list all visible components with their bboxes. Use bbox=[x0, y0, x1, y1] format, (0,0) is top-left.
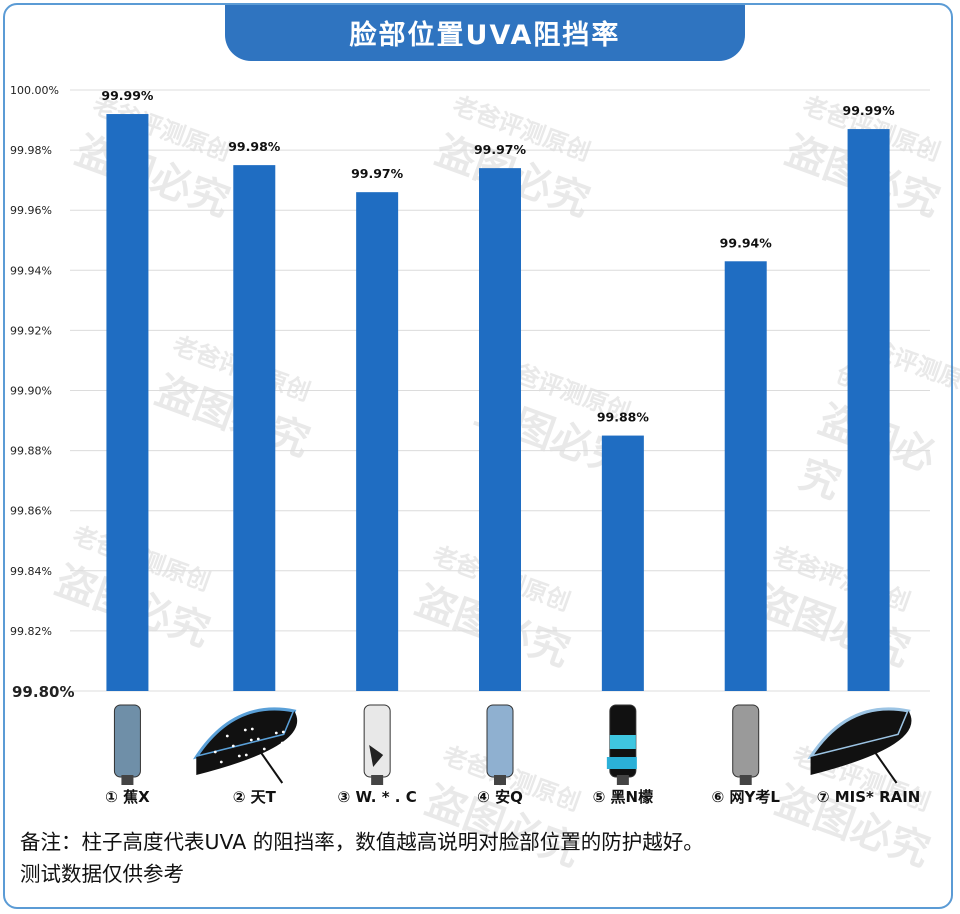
y-tick-label: 99.96% bbox=[10, 204, 52, 217]
grey-folded-umbrella-icon bbox=[732, 704, 760, 785]
bar bbox=[479, 168, 521, 691]
open-black-umbrella-icon bbox=[192, 707, 298, 784]
y-tick-label: 99.84% bbox=[10, 565, 52, 578]
category-label: ④ 安Q bbox=[477, 788, 523, 806]
y-tick-label: 99.82% bbox=[10, 625, 52, 638]
bar bbox=[847, 129, 890, 691]
category-label: ⑥ 网Y考L bbox=[712, 788, 781, 806]
data-label: 99.97% bbox=[474, 142, 527, 157]
category-label: ⑦ MIS* RAIN bbox=[817, 788, 921, 806]
patterned-folded-umbrella-icon bbox=[363, 704, 391, 785]
blue-folded-umbrella-icon bbox=[486, 704, 514, 785]
bar bbox=[356, 192, 399, 692]
note-line-1: 备注：柱子高度代表UVA 的阻挡率，数值越高说明对脸部位置的防护越好。 bbox=[20, 830, 704, 854]
data-label: 99.99% bbox=[843, 103, 896, 118]
y-tick-label: 99.92% bbox=[10, 324, 52, 337]
y-tick-label: 99.86% bbox=[10, 505, 52, 518]
y-tick-label: 99.88% bbox=[10, 445, 52, 458]
y-tick-label: 99.90% bbox=[10, 385, 52, 398]
bar bbox=[106, 114, 149, 692]
bar bbox=[724, 261, 767, 691]
data-label: 99.88% bbox=[597, 410, 650, 425]
category-label: ① 蕉X bbox=[105, 788, 150, 806]
category-label: ③ W. * . C bbox=[338, 788, 417, 806]
chart-frame: 脸部位置UVA阻挡率 bbox=[3, 3, 953, 909]
compact-umbrella-folded-icon bbox=[113, 704, 141, 785]
chart-title: 脸部位置UVA阻挡率 bbox=[225, 5, 745, 61]
y-tick-label: 99.80% bbox=[12, 683, 74, 701]
category-label: ⑤ 黑N檬 bbox=[593, 788, 653, 806]
note-line-2: 测试数据仅供参考 bbox=[20, 862, 184, 886]
data-label: 99.98% bbox=[228, 139, 281, 154]
data-label: 99.94% bbox=[720, 235, 773, 250]
chart-note: 备注：柱子高度代表UVA 的阻挡率，数值越高说明对脸部位置的防护越好。 测试数据… bbox=[20, 826, 950, 890]
black-cyan-umbrella-icon bbox=[606, 704, 637, 785]
data-label: 99.99% bbox=[101, 88, 154, 103]
y-tick-label: 99.98% bbox=[10, 144, 52, 157]
data-label: 99.97% bbox=[351, 166, 404, 181]
open-black-umbrella-blue-trim-icon bbox=[807, 707, 912, 784]
y-tick-label: 99.94% bbox=[10, 264, 52, 277]
category-label: ② 天T bbox=[233, 788, 277, 806]
y-tick-label: 100.00% bbox=[10, 84, 59, 97]
bar bbox=[601, 435, 644, 691]
bar bbox=[233, 165, 276, 691]
